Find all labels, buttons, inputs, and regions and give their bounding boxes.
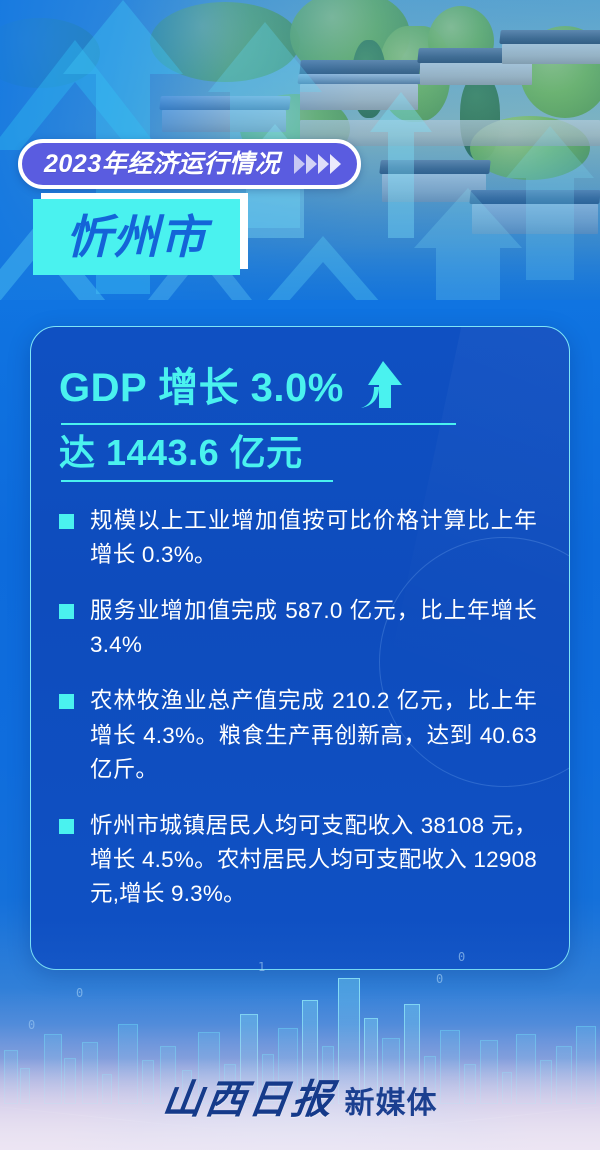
list-item-text: 忻州市城镇居民人均可支配收入 38108 元，增长 4.5%。农村居民人均可支配… [90, 812, 537, 907]
chevron-right-icon [318, 154, 330, 174]
decorative-arrow-up-icon [140, 200, 260, 300]
list-item: 规模以上工业增加值按可比价格计算比上年增长 0.3%。 [59, 504, 537, 572]
title-badge: 2023年经济运行情况 [18, 139, 362, 189]
decorative-arrow-up-icon [258, 210, 388, 300]
square-bullet-icon [59, 513, 74, 529]
square-bullet-icon [59, 603, 74, 619]
footer-logo: 山西日报 新媒体 [0, 1050, 600, 1150]
list-item: 服务业增加值完成 587.0 亿元，比上年增长 3.4% [59, 594, 537, 662]
square-bullet-icon [59, 694, 74, 710]
publisher-subtitle: 新媒体 [344, 1087, 438, 1120]
gdp-headline-underline-2 [61, 479, 333, 482]
arrow-up-curved-icon [358, 359, 404, 417]
chevron-right-icon [330, 154, 342, 174]
city-skyline-graphic: 0 1 0 0 0 [0, 920, 600, 1150]
square-bullet-icon [59, 818, 74, 834]
chevron-right-icon [294, 154, 306, 174]
decorative-arrow-up-icon [366, 88, 436, 238]
chevron-right-icon-group [294, 154, 342, 174]
decorative-arrow-up-icon [408, 182, 528, 300]
decorative-arrow-up-icon [0, 10, 170, 190]
city-name-label: 忻州市 [66, 211, 207, 263]
statistics-bullet-list: 规模以上工业增加值按可比价格计算比上年增长 0.3%。 服务业增加值完成 587… [59, 504, 543, 912]
main-content-card: GDP 增长 3.0% 达 1443.6 亿元 规模以上工业增加值按可比价格计算… [30, 326, 570, 970]
list-item: 农林牧渔业总产值完成 210.2 亿元，比上年增长 4.3%。粮食生产再创新高，… [59, 684, 537, 787]
chevron-right-icon [306, 154, 318, 174]
city-name-tag: 忻州市 [33, 193, 248, 275]
list-item: 忻州市城镇居民人均可支配收入 38108 元，增长 4.5%。农村居民人均可支配… [59, 809, 537, 912]
publisher-name: 山西日报 [159, 1076, 338, 1123]
list-item-text: 规模以上工业增加值按可比价格计算比上年增长 0.3%。 [90, 507, 537, 567]
gdp-headline-row: GDP 增长 3.0% [59, 359, 543, 417]
list-item-text: 服务业增加值完成 587.0 亿元，比上年增长 3.4% [90, 597, 537, 658]
decorative-arrow-up-icon [500, 120, 600, 280]
gdp-headline-underline-1 [61, 423, 456, 425]
gdp-headline-primary: GDP 增长 3.0% [59, 366, 344, 410]
title-badge-label: 2023年经济运行情况 [44, 149, 281, 178]
list-item-text: 农林牧渔业总产值完成 210.2 亿元，比上年增长 4.3%。粮食生产再创新高，… [90, 688, 537, 782]
city-name-tag-fill: 忻州市 [33, 199, 240, 275]
skyline-ground-fade [0, 1058, 600, 1150]
gdp-headline-secondary: 达 1443.6 亿元 [59, 432, 303, 473]
